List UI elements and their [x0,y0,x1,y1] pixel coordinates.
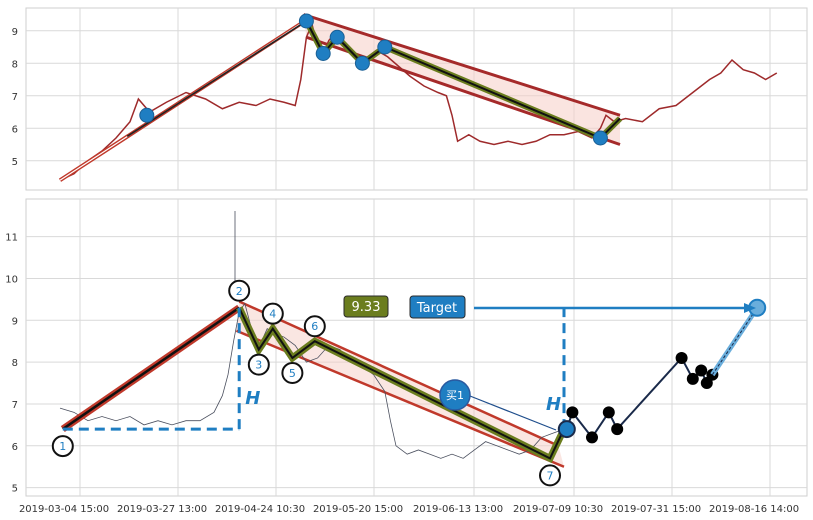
bottom-wave-inner [238,307,565,460]
wave-label-circle-7 [539,464,561,487]
forecast-node-5 [686,372,699,385]
forecast-node-3 [611,423,624,436]
top-price-panel: 5 6 7 8 9 [12,7,808,191]
bottom-ytick-3: 8 [12,358,18,369]
wave-label-3: 3 [255,359,262,372]
top-channel-upper [303,13,621,117]
wave-label-2: 2 [236,285,243,298]
top-marker-6 [592,130,608,146]
bottom-ytick-5: 10 [5,274,18,285]
target-arrowhead [744,303,756,313]
forecast-node-4 [675,351,688,364]
top-marker-4 [354,55,370,71]
wave-label-circle-4 [261,302,284,325]
height-label-1: H [245,388,260,409]
top-marker-0 [139,107,155,123]
top-ytick-4: 9 [12,27,18,38]
wave-labels: 1 2 3 4 5 6 7 [51,279,561,487]
top-markers [139,13,608,146]
forecast-target-inner [711,307,758,375]
top-ytick-2: 7 [12,92,18,103]
forecast-path [557,298,767,444]
top-price-line [59,21,778,181]
forecast-node-0 [566,406,579,419]
top-grid [26,8,807,190]
bottom-channel-upper [238,300,559,447]
target-annotation: Target [409,295,756,319]
x-tick-0: 2019-03-04 15:00 [19,504,109,515]
bottom-wave-path [236,306,568,464]
bottom-ytick-1: 6 [12,442,18,453]
top-marker-2 [315,46,331,61]
x-tick-1: 2019-03-27 13:00 [117,504,207,515]
x-tick-3: 2019-05-20 15:00 [313,504,403,515]
level-value-text: 9.33 [352,300,381,315]
forecast-start-marker [557,420,576,439]
wave-label-1: 1 [59,440,66,453]
bottom-ytick-2: 7 [12,400,18,411]
x-tick-7: 2019-08-16 14:00 [709,504,799,515]
top-marker-5 [377,39,393,55]
forecast-node-1 [586,431,598,444]
wave-label-6: 6 [311,320,318,333]
top-marker-3 [329,29,345,45]
bottom-ytick-0: 5 [12,484,18,495]
wave-label-7: 7 [547,469,554,482]
x-tick-4: 2019-06-13 13:00 [413,504,503,515]
bottom-ytick-6: 11 [5,233,18,244]
x-tick-2: 2019-04-24 10:30 [215,504,305,515]
forecast-node-6 [695,364,708,377]
wave-label-4: 4 [269,308,276,321]
buy-marker: 买1 [439,379,557,431]
wave-label-circle-5 [281,361,304,384]
wave-label-circle-2 [228,279,251,302]
forecast-node-2 [602,406,615,419]
wave-label-circle-6 [303,315,326,338]
bottom-price-line [59,302,565,459]
level-value-box: 9.33 [343,295,389,318]
bottom-price-panel: 5 6 7 8 9 10 11 2019-03-04 15:00 2019-03-27 13:… [5,198,808,515]
bottom-y-tick-labels: 5 6 7 8 9 10 11 [5,233,18,495]
top-marker-1 [298,13,314,29]
buy-label: 买1 [446,389,464,402]
buy-pointer-line [469,395,557,431]
x-tick-6: 2019-07-31 15:00 [611,504,701,515]
x-tick-labels: 2019-03-04 15:00 2019-03-27 13:00 2019-04-… [19,504,799,515]
bottom-trend-line [60,304,242,432]
top-trend-inner [126,20,307,138]
bottom-ytick-4: 9 [12,316,18,327]
wave-label-circle-1 [51,435,74,458]
wave-label-circle-3 [247,353,270,376]
target-label: Target [416,301,457,316]
top-ytick-0: 5 [12,157,18,168]
top-ytick-1: 6 [12,124,18,135]
forecast-line [565,356,714,440]
top-ytick-3: 8 [12,59,18,70]
bottom-trend-inner [62,306,240,431]
x-tick-5: 2019-07-09 10:30 [513,504,603,515]
wave-label-5: 5 [289,367,296,380]
top-trend-arrow [58,20,307,182]
top-y-tick-labels: 5 6 7 8 9 [12,27,18,168]
height-label-2: H [546,394,561,415]
